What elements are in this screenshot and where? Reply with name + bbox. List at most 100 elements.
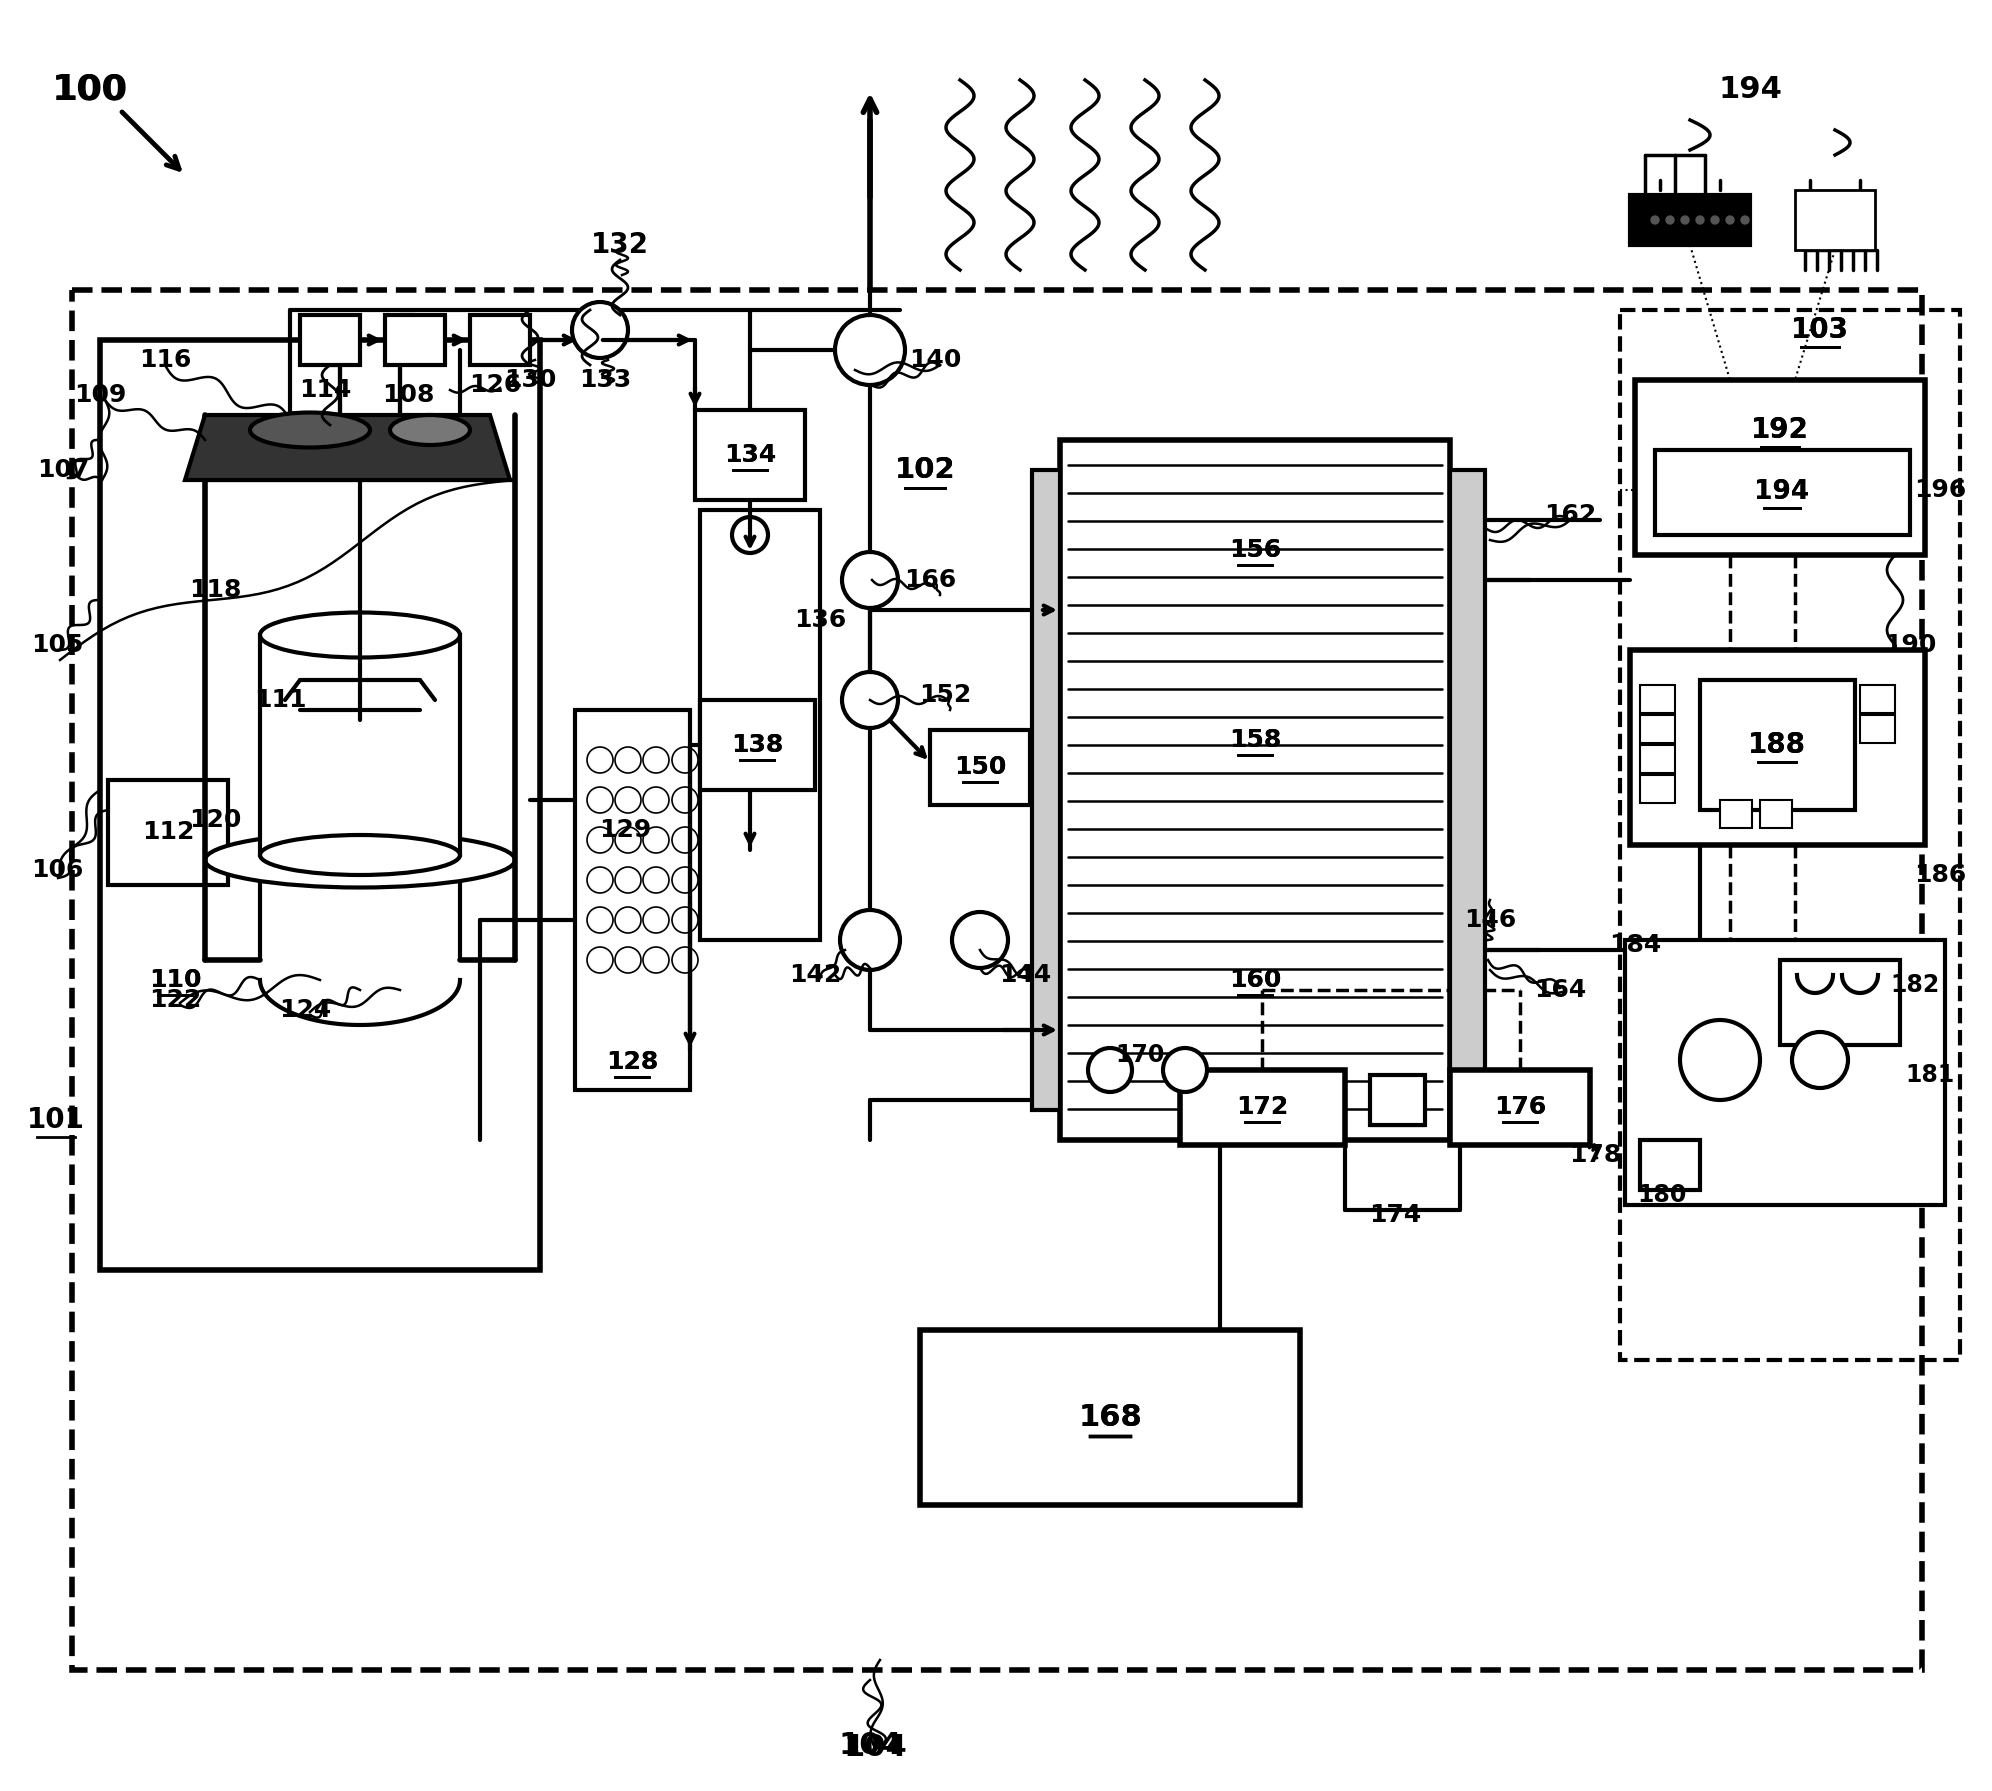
Text: 118: 118 (189, 578, 241, 602)
Bar (1370, 1075, 1424, 1125)
Text: 130: 130 (504, 367, 556, 392)
Circle shape (1681, 217, 1689, 224)
Text: 162: 162 (1544, 503, 1596, 527)
Text: 168: 168 (1078, 1402, 1141, 1431)
Text: 138: 138 (731, 733, 783, 758)
Text: 132: 132 (592, 231, 649, 260)
Text: 176: 176 (1494, 1094, 1546, 1119)
Text: 104: 104 (839, 1730, 902, 1759)
Bar (695, 410, 805, 500)
Text: 129: 129 (600, 818, 651, 842)
Bar (1635, 380, 1924, 555)
Text: 106: 106 (30, 858, 84, 881)
Bar (576, 709, 689, 1091)
Bar (1719, 801, 1753, 827)
Bar (100, 340, 540, 1270)
Bar (1655, 450, 1910, 536)
Circle shape (572, 303, 627, 358)
Circle shape (1163, 1048, 1207, 1093)
Circle shape (1651, 217, 1659, 224)
Bar (1795, 190, 1874, 251)
Text: 190: 190 (1884, 632, 1936, 657)
Bar (1179, 1069, 1345, 1144)
Text: 150: 150 (954, 756, 1006, 779)
Text: 172: 172 (1235, 1094, 1289, 1119)
Circle shape (1088, 1048, 1131, 1093)
Circle shape (1695, 217, 1703, 224)
Circle shape (952, 912, 1008, 967)
Bar (72, 290, 1922, 1669)
Text: 172: 172 (1235, 1094, 1289, 1119)
Text: 108: 108 (382, 383, 434, 407)
Bar (1032, 469, 1060, 1110)
Bar (301, 315, 361, 365)
Text: 194: 194 (1755, 478, 1809, 505)
Circle shape (841, 910, 900, 971)
Text: 103: 103 (1791, 315, 1849, 344)
Text: 192: 192 (1751, 416, 1809, 444)
Text: 134: 134 (723, 442, 777, 467)
Ellipse shape (390, 416, 470, 444)
Text: 194: 194 (1717, 75, 1783, 104)
Bar (470, 315, 530, 365)
Text: 140: 140 (908, 347, 962, 373)
Bar (1629, 650, 1924, 845)
Text: 100: 100 (52, 73, 127, 107)
Text: 116: 116 (139, 347, 191, 373)
Text: 120: 120 (189, 808, 241, 833)
Circle shape (1741, 217, 1749, 224)
Bar (108, 781, 227, 885)
Text: 110: 110 (149, 967, 201, 992)
Bar (261, 636, 460, 854)
Ellipse shape (261, 613, 460, 657)
Text: 178: 178 (1570, 1143, 1621, 1168)
Text: 156: 156 (1229, 537, 1281, 562)
Text: 160: 160 (1229, 967, 1281, 992)
Text: 192: 192 (1751, 416, 1809, 444)
Ellipse shape (205, 833, 516, 888)
Text: 166: 166 (904, 568, 956, 593)
Text: 158: 158 (1229, 727, 1281, 752)
Bar (1619, 310, 1960, 1359)
Ellipse shape (261, 835, 460, 876)
Text: 176: 176 (1494, 1094, 1546, 1119)
Bar (1639, 1141, 1699, 1189)
Text: 158: 158 (1229, 727, 1281, 752)
Text: 105: 105 (30, 632, 84, 657)
Text: 186: 186 (1914, 863, 1966, 887)
Bar (699, 700, 815, 790)
Polygon shape (185, 416, 510, 480)
Text: 134: 134 (723, 442, 777, 467)
Text: 111: 111 (253, 688, 307, 713)
Bar (1781, 960, 1900, 1044)
Text: 133: 133 (580, 367, 631, 392)
Circle shape (1725, 217, 1733, 224)
Circle shape (1793, 1032, 1849, 1087)
Text: 112: 112 (141, 820, 193, 844)
Ellipse shape (251, 412, 371, 448)
Bar (920, 1331, 1301, 1504)
Text: 102: 102 (894, 457, 956, 484)
Bar (1861, 715, 1894, 743)
Text: 174: 174 (1369, 1204, 1420, 1227)
Circle shape (1665, 217, 1673, 224)
Bar (1625, 940, 1944, 1205)
Text: 100: 100 (54, 73, 129, 107)
Text: 150: 150 (954, 756, 1006, 779)
Bar (205, 480, 516, 860)
Text: 136: 136 (795, 607, 847, 632)
Text: 107: 107 (36, 458, 90, 482)
Text: 168: 168 (1078, 1402, 1141, 1431)
Circle shape (835, 315, 904, 385)
Text: 188: 188 (1749, 731, 1807, 759)
Text: 104: 104 (843, 1734, 906, 1762)
Text: 152: 152 (918, 682, 972, 707)
Text: 142: 142 (789, 964, 841, 987)
Bar (1699, 681, 1855, 810)
Text: 144: 144 (998, 964, 1052, 987)
Text: 128: 128 (606, 1050, 657, 1075)
Circle shape (1679, 1021, 1761, 1100)
Text: 181: 181 (1906, 1064, 1954, 1087)
Text: 188: 188 (1749, 731, 1807, 759)
Bar (1629, 195, 1751, 245)
